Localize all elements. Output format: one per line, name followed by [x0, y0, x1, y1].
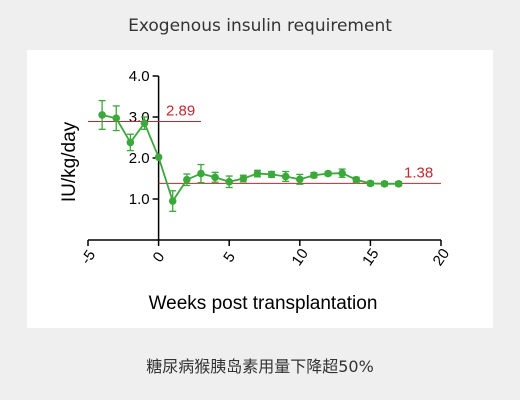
x-tick-label: 10: [288, 246, 311, 269]
x-tick-label: 5: [220, 249, 239, 266]
data-point: [324, 169, 332, 178]
insulin-chart: 1.02.03.04.0-5 0 5 10 15 20 2.891.38 Weeks po…: [59, 68, 454, 314]
y-tick-label: 4.0: [129, 68, 150, 85]
series-line: [101, 114, 399, 204]
data-point: [394, 180, 403, 188]
y-tick-label: 1.0: [129, 191, 150, 208]
page-title: Exogenous insulin requirement: [128, 16, 392, 36]
x-tick-label: 0: [150, 249, 169, 266]
data-point: [352, 175, 361, 184]
data-point: [168, 197, 177, 205]
data-point: [126, 138, 135, 147]
x-tick-label: 20: [430, 246, 453, 269]
data-point: [154, 153, 163, 161]
x-axis-label: Weeks post transplantation: [149, 293, 378, 314]
chart-panel: 1.0 2.0 3.0 4.0 -5 0 5 10 15 20 2.89 1.38 Weeks po…: [27, 50, 493, 328]
data-point: [296, 175, 304, 184]
x-tick-label: 15: [359, 246, 382, 269]
reference-line-label: 2.89: [166, 103, 195, 120]
y-axis-label: IU/kg/day: [59, 121, 80, 202]
data-point: [98, 111, 106, 119]
chart-caption: 糖尿病猴胰岛素用量下降超50%: [146, 357, 374, 376]
x-tick-label: -5: [78, 247, 100, 268]
data-point: [239, 174, 248, 183]
axes: 1.02.03.04.0-5 0 5 10 15 20: [78, 68, 454, 269]
data-point: [253, 169, 262, 178]
reference-line-label: 1.38: [404, 164, 433, 181]
data-point: [380, 180, 389, 188]
data-point: [183, 175, 191, 184]
data-point: [366, 179, 375, 188]
data-point: [197, 169, 205, 178]
data-point: [140, 119, 149, 127]
data-point: [225, 177, 233, 186]
data-point: [211, 173, 219, 182]
data-point: [281, 172, 290, 181]
data-point: [338, 169, 346, 177]
data-point: [112, 114, 121, 123]
y-tick-label: 2.0: [129, 150, 150, 167]
data-series: [98, 99, 403, 212]
data-point: [267, 170, 276, 179]
data-point: [310, 171, 318, 180]
